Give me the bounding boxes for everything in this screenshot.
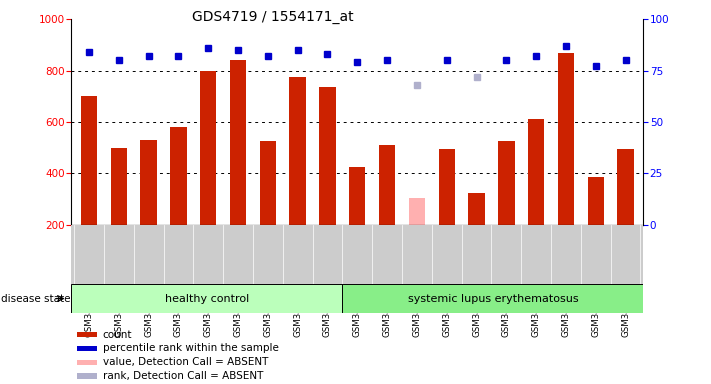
Bar [557,53,574,225]
Bar [439,149,455,225]
Bar [77,359,97,365]
Bar [587,177,604,225]
Text: systemic lupus erythematosus: systemic lupus erythematosus [407,293,578,304]
Text: healthy control: healthy control [164,293,249,304]
Bar [230,60,246,225]
Bar [349,167,365,225]
Text: rank, Detection Call = ABSENT: rank, Detection Call = ABSENT [102,371,263,381]
Bar [77,332,97,337]
Bar [379,145,395,225]
Bar [200,71,216,225]
Bar [170,127,186,225]
Bar [260,141,276,225]
Bar [617,149,634,225]
Text: disease state: disease state [1,293,70,304]
Bar [77,346,97,351]
Bar [289,77,306,225]
Text: GDS4719 / 1554171_at: GDS4719 / 1554171_at [192,10,353,23]
Bar [140,140,157,225]
Bar [342,284,643,313]
Bar [319,87,336,225]
Text: value, Detection Call = ABSENT: value, Detection Call = ABSENT [102,358,268,367]
Bar [409,198,425,225]
Bar [77,374,97,379]
Text: count: count [102,329,132,339]
Bar [71,284,342,313]
Bar [111,147,127,225]
Text: percentile rank within the sample: percentile rank within the sample [102,343,279,353]
Bar [469,192,485,225]
Bar [528,119,545,225]
Bar [498,141,515,225]
Bar [81,96,97,225]
